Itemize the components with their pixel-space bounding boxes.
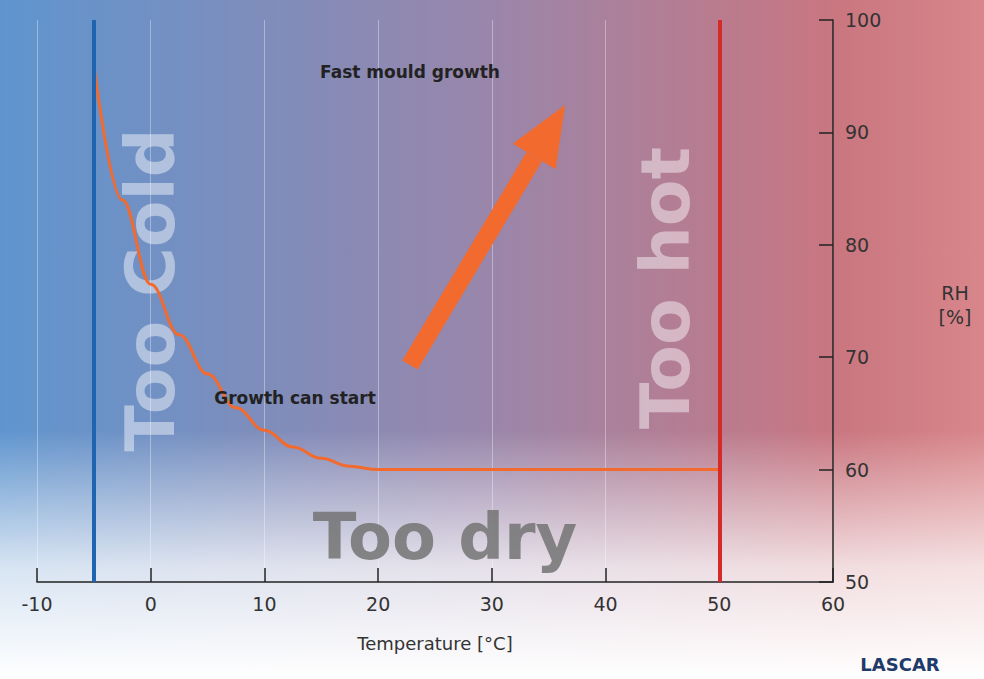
svg-text:50: 50 bbox=[707, 593, 731, 615]
svg-text:LASCAR: LASCAR bbox=[860, 654, 940, 675]
svg-text:Fast mould growth: Fast mould growth bbox=[320, 62, 500, 82]
svg-text:Temperature [°C]: Temperature [°C] bbox=[356, 633, 512, 654]
svg-text:Too dry: Too dry bbox=[313, 500, 577, 574]
svg-text:30: 30 bbox=[480, 593, 504, 615]
svg-text:40: 40 bbox=[593, 593, 617, 615]
svg-text:Too hot: Too hot bbox=[626, 147, 705, 429]
svg-text:[%]: [%] bbox=[939, 306, 972, 328]
svg-text:90: 90 bbox=[845, 121, 869, 143]
svg-text:60: 60 bbox=[821, 593, 845, 615]
svg-text:80: 80 bbox=[845, 234, 869, 256]
svg-text:0: 0 bbox=[145, 593, 157, 615]
svg-text:Growth can start: Growth can start bbox=[214, 388, 376, 408]
svg-text:70: 70 bbox=[845, 346, 869, 368]
svg-text:RH: RH bbox=[941, 282, 969, 304]
svg-text:60: 60 bbox=[845, 459, 869, 481]
svg-text:50: 50 bbox=[845, 571, 869, 593]
svg-text:100: 100 bbox=[845, 9, 881, 31]
svg-text:-10: -10 bbox=[21, 593, 52, 615]
svg-text:Too Cold: Too Cold bbox=[111, 128, 190, 451]
svg-text:20: 20 bbox=[366, 593, 390, 615]
svg-text:10: 10 bbox=[252, 593, 276, 615]
